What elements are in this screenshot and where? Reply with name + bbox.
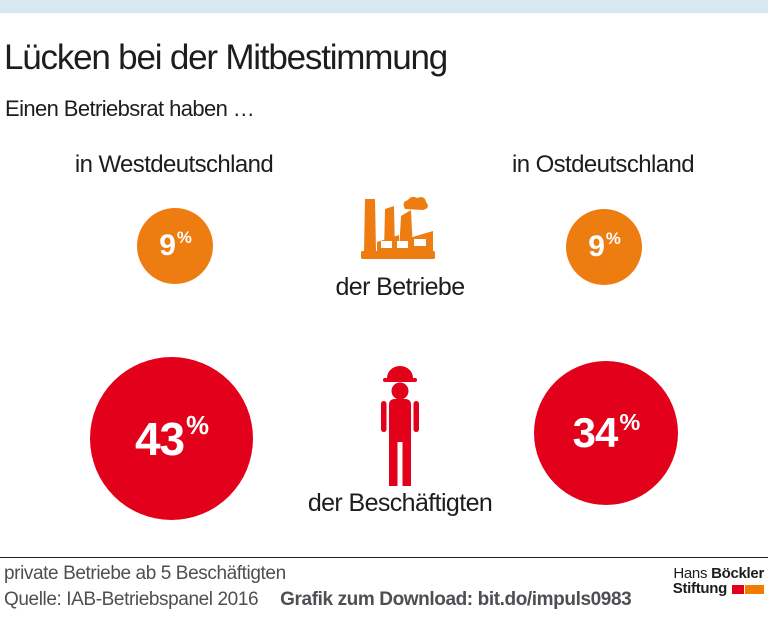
- hans-boeckler-logo: Hans Böckler Stiftung: [673, 566, 765, 596]
- column-header-east: in Ostdeutschland: [512, 151, 695, 178]
- betriebe-value-east: 9: [588, 230, 605, 263]
- percent-sign: %: [186, 412, 209, 441]
- source-text: Quelle: IAB-Betriebspanel 2016: [4, 589, 259, 610]
- beschaeftigte-circle-west: 43%: [90, 357, 253, 520]
- betriebe-circle-east: 9%: [566, 209, 642, 285]
- header-accent-bar: [0, 0, 768, 13]
- footer-divider: [0, 557, 768, 558]
- percent-sign: %: [619, 408, 640, 435]
- column-header-west: in Westdeutschland: [74, 151, 274, 178]
- worker-icon: [381, 366, 419, 486]
- logo-name-bold: Böckler: [711, 565, 764, 582]
- footer-source-row: Quelle: IAB-Betriebspanel 2016 Grafik zum…: [4, 589, 632, 611]
- logo-orange-square: [745, 584, 764, 594]
- download-text: Grafik zum Download: bit.do/impuls0983: [280, 589, 632, 610]
- logo-line2: Stiftung: [673, 581, 764, 596]
- row-label-beschaeftigte: der Beschäftigten: [307, 489, 493, 517]
- percent-sign: %: [176, 228, 192, 248]
- page-title: Lücken bei der Mitbestimmung: [4, 38, 448, 77]
- footer-note: private Betriebe ab 5 Beschäftigten: [4, 563, 286, 584]
- logo-name-regular: Hans: [673, 565, 708, 582]
- beschaeftigte-value-west: 43: [134, 412, 185, 465]
- logo-red-square: [732, 584, 744, 594]
- row-label-betriebe: der Betriebe: [335, 273, 466, 301]
- logo-line1: Hans Böckler: [673, 566, 764, 581]
- beschaeftigte-value-east: 34: [572, 409, 619, 456]
- percent-sign: %: [605, 229, 621, 249]
- beschaeftigte-circle-east: 34%: [534, 361, 678, 505]
- factory-icon: [361, 196, 435, 259]
- logo-stiftung: Stiftung: [672, 580, 728, 597]
- page-subtitle: Einen Betriebsrat haben …: [5, 96, 255, 121]
- betriebe-value-west: 9: [159, 229, 176, 262]
- betriebe-circle-west: 9%: [137, 208, 213, 284]
